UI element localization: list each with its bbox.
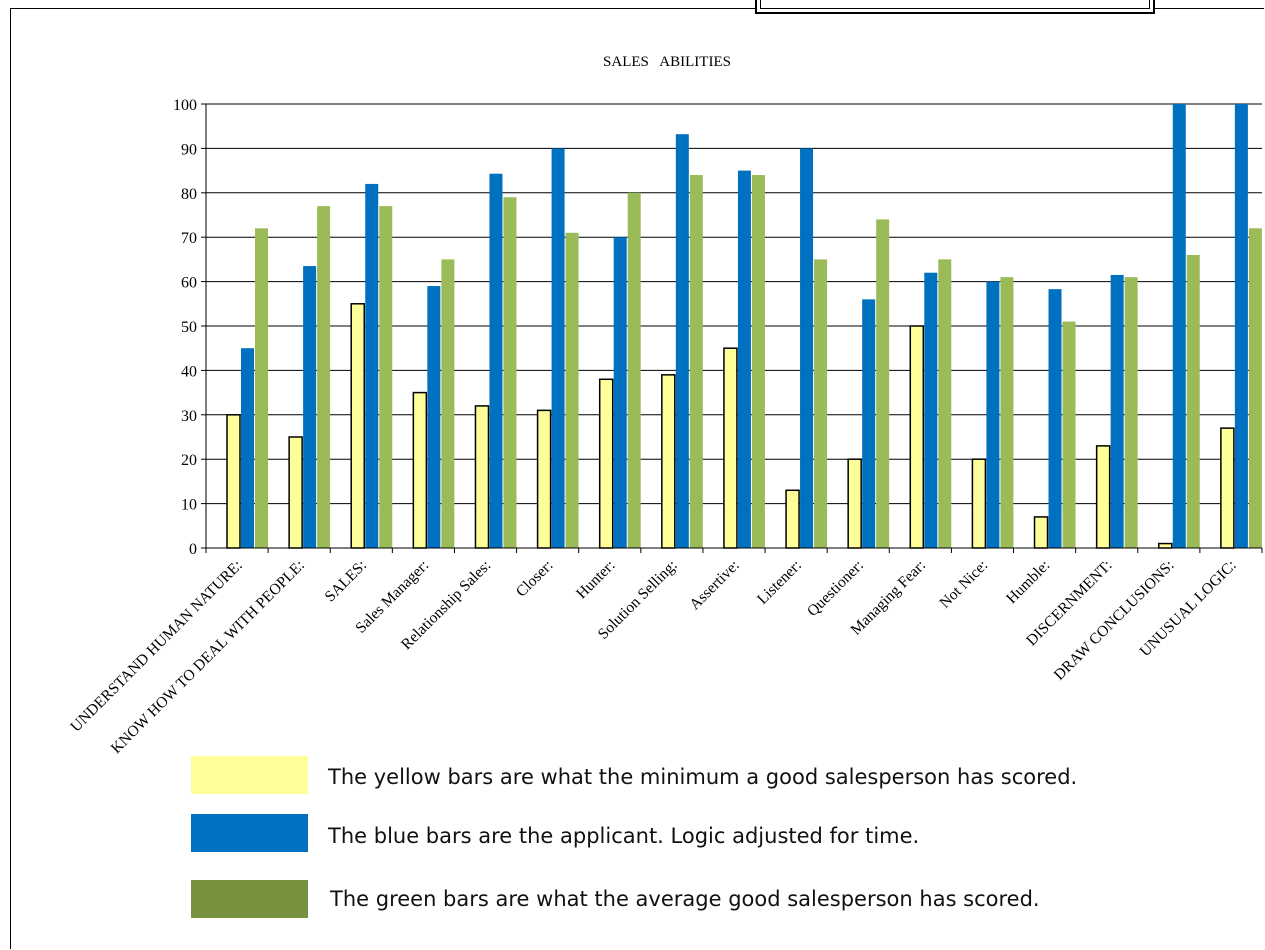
y-tick-label: 70 [181, 230, 197, 247]
bar-yellow [226, 414, 241, 549]
bar-yellow [412, 391, 428, 549]
y-tick-label: 0 [189, 541, 197, 558]
bar-yellow [971, 458, 987, 549]
bar-blue [365, 183, 379, 549]
bar-blue [613, 237, 627, 548]
bar-yellow [1220, 427, 1235, 549]
y-tick-label: 50 [181, 319, 197, 336]
bar-blue [241, 348, 254, 548]
y-tick-label: 60 [181, 275, 197, 292]
x-tick-label: Listener: [754, 557, 805, 608]
bar-yellow [536, 409, 552, 549]
bar-green [379, 206, 393, 548]
legend-text-green: The green bars are what the average good… [330, 887, 1040, 911]
legend-swatch-green [191, 880, 308, 918]
bar-blue [489, 173, 503, 548]
bar-yellow [1095, 445, 1111, 549]
bar-yellow [1158, 542, 1173, 549]
bar-yellow [785, 489, 800, 549]
bar-green [1062, 321, 1076, 548]
x-tick-label: Hunter: [573, 557, 619, 603]
legend-text-yellow: The yellow bars are what the minimum a g… [328, 765, 1078, 789]
x-tick-label: SALES: [322, 557, 371, 606]
bar-green [255, 228, 268, 548]
bar-blue [862, 299, 876, 548]
bar-yellow [350, 303, 365, 549]
bar-yellow [847, 458, 862, 549]
bar-yellow [474, 405, 490, 549]
bar-green [689, 175, 703, 549]
bar-green [317, 206, 331, 548]
bar-yellow [661, 374, 676, 549]
y-tick-label: 20 [181, 452, 197, 469]
bar-yellow [288, 436, 303, 549]
x-tick-label: DRAW CONCLUSIONS: [1051, 557, 1178, 684]
bar-green [1124, 277, 1138, 548]
bar-blue [1234, 104, 1248, 548]
chart-frame [10, 8, 1264, 949]
bar-blue [675, 134, 689, 548]
header-box [755, 0, 1155, 14]
x-tick-label: Humble: [1003, 557, 1053, 607]
legend-swatch-yellow [191, 756, 308, 794]
x-tick-label: Not Nice: [936, 557, 991, 612]
bar-green [565, 232, 579, 548]
x-tick-label: Assertive: [686, 557, 742, 613]
bar-blue [427, 286, 441, 548]
bar-yellow [1033, 516, 1049, 549]
x-tick-label: Questioner: [804, 557, 867, 620]
bar-green [627, 192, 641, 549]
bar-yellow [723, 347, 738, 549]
bar-blue [303, 266, 317, 548]
bar-blue [924, 272, 938, 548]
bar-blue [1110, 274, 1124, 548]
bar-blue [1172, 104, 1186, 548]
header-box-inner [760, 0, 1150, 9]
bar-yellow [598, 378, 614, 549]
chart-title: SALES ABILITIES [603, 54, 731, 70]
x-tick-label: Closer: [513, 557, 557, 601]
bar-green [503, 197, 517, 549]
bar-yellow [909, 325, 925, 549]
bar-green [1000, 277, 1014, 548]
y-tick-label: 100 [173, 97, 197, 114]
legend-text-blue: The blue bars are the applicant. Logic a… [328, 824, 920, 848]
y-tick-label: 40 [181, 363, 197, 380]
y-tick-label: 80 [181, 186, 197, 203]
bar-green [1186, 254, 1200, 548]
bar-blue [1048, 289, 1062, 548]
bar-green [876, 219, 890, 548]
bar-green [751, 175, 765, 549]
legend-swatch-blue [191, 814, 308, 852]
bar-blue [986, 281, 1000, 548]
bar-blue [800, 148, 814, 548]
bar-green [814, 259, 828, 548]
y-tick-label: 90 [181, 141, 197, 158]
y-tick-label: 10 [181, 497, 197, 514]
bar-green [1248, 228, 1262, 548]
bar-blue [737, 170, 751, 548]
y-tick-label: 30 [181, 408, 197, 425]
bar-green [441, 259, 455, 548]
bar-blue [551, 148, 565, 548]
bar-green [938, 259, 952, 548]
